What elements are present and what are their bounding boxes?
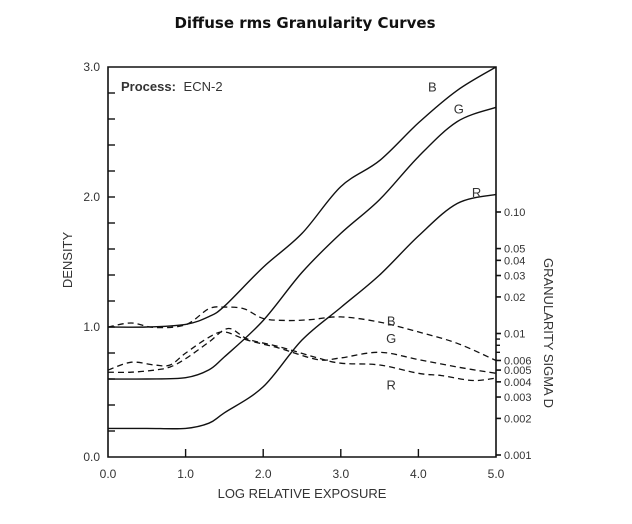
y2-tick-label: 0.006 <box>504 355 532 367</box>
x-tick-label: 3.0 <box>332 467 349 481</box>
x-axis-label: LOG RELATIVE EXPOSURE <box>218 486 387 501</box>
y2-tick-label: 0.02 <box>504 292 525 304</box>
density-label-b: B <box>428 80 437 95</box>
y2-tick-label: 0.001 <box>504 450 532 462</box>
y-tick-label: 3.0 <box>83 60 100 74</box>
granularity-curve-r <box>107 327 497 382</box>
y2-tick-label: 0.10 <box>504 207 525 219</box>
y2-tick-label: 0.04 <box>504 255 525 267</box>
y-tick-label: 0.0 <box>83 450 100 464</box>
process-label: Process: <box>121 79 176 94</box>
granularity-label-b: B <box>387 313 396 328</box>
granularity-curve-b <box>107 306 497 362</box>
y2-tick-label: 0.003 <box>504 392 532 404</box>
density-curve-r <box>108 193 497 430</box>
y-tick-label: 1.0 <box>83 320 100 334</box>
x-tick-label: 1.0 <box>177 467 194 481</box>
y2-tick-label: 0.005 <box>504 365 532 377</box>
y2-axis-label: GRANULARITY SIGMA D <box>541 258 556 408</box>
x-tick-label: 4.0 <box>410 467 427 481</box>
y2-tick-label: 0.05 <box>504 244 525 256</box>
granularity-label-g: G <box>386 331 396 346</box>
x-tick-label: 2.0 <box>255 467 272 481</box>
density-label-r: R <box>472 185 481 200</box>
density-label-g: G <box>454 102 464 117</box>
process-value: ECN-2 <box>184 79 223 94</box>
chart-title: Diffuse rms Granularity Curves <box>174 14 435 32</box>
process-annotation: Process: ECN-2 <box>121 79 223 94</box>
x-tick-label: 5.0 <box>488 467 505 481</box>
y2-tick-label: 0.002 <box>504 413 532 425</box>
granularity-curve-g <box>107 331 497 374</box>
y-tick-label: 2.0 <box>83 190 100 204</box>
y-axis-label: DENSITY <box>60 232 75 289</box>
y2-tick-label: 0.004 <box>504 377 532 389</box>
y2-tick-label: 0.01 <box>504 329 525 341</box>
density-curve-b <box>107 66 497 328</box>
x-tick-label: 0.0 <box>100 467 117 481</box>
y2-tick-label: 0.03 <box>504 271 525 283</box>
density-curve-g <box>107 106 497 380</box>
granularity-label-r: R <box>387 378 396 393</box>
plot-frame <box>107 66 497 458</box>
axes: 0.0 1.0 2.0 3.0 4.0 5.00.01.02.03.00.100.050.… <box>83 60 531 481</box>
